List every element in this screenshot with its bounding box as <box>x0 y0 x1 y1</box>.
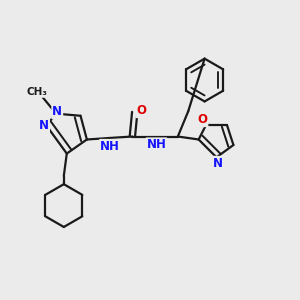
Text: O: O <box>197 113 207 126</box>
Text: NH: NH <box>146 138 167 151</box>
Text: CH₃: CH₃ <box>27 87 48 97</box>
Text: N: N <box>52 105 62 119</box>
Text: O: O <box>136 104 146 117</box>
Text: N: N <box>39 119 49 132</box>
Text: NH: NH <box>100 140 120 153</box>
Text: N: N <box>213 157 223 170</box>
